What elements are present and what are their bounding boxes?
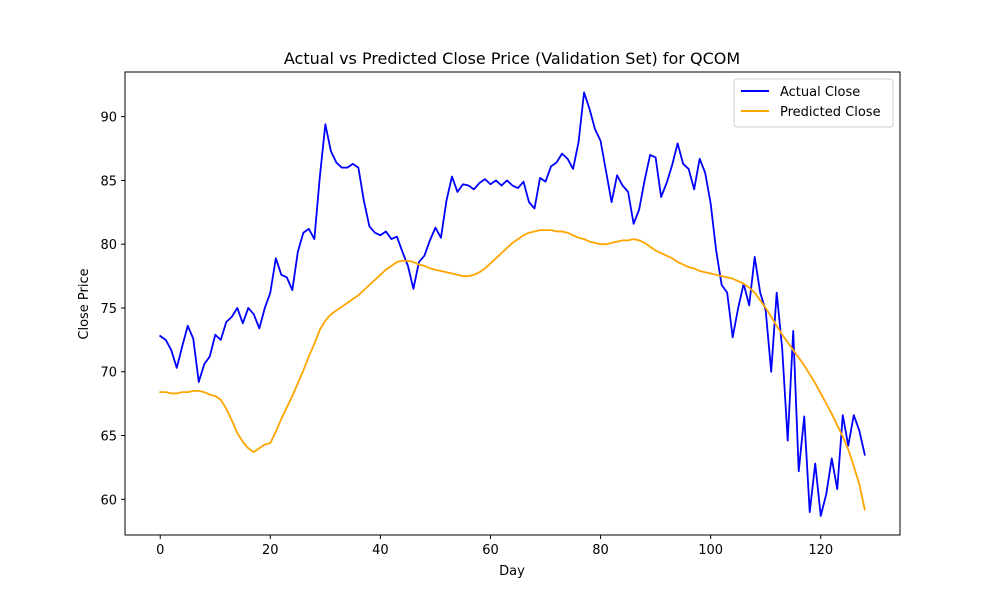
- y-tick-label: 65: [100, 430, 117, 445]
- plot-area: [124, 71, 901, 536]
- legend: Actual Close Predicted Close: [733, 78, 894, 128]
- y-tick-label: 85: [100, 174, 117, 189]
- x-tick-label: 120: [808, 543, 833, 558]
- x-axis: 0 20 40 60 80 100 120: [156, 535, 833, 558]
- x-tick-label: 60: [482, 543, 499, 558]
- legend-box: [733, 78, 894, 128]
- chart-title: Actual vs Predicted Close Price (Validat…: [284, 49, 740, 68]
- y-tick-label: 70: [100, 366, 117, 381]
- y-tick-label: 60: [100, 493, 117, 508]
- legend-label-predicted: Predicted Close: [780, 105, 881, 120]
- y-axis-label: Close Price: [77, 268, 92, 339]
- x-axis-label: Day: [499, 564, 525, 579]
- y-tick-label: 80: [100, 238, 117, 253]
- legend-label-actual: Actual Close: [780, 85, 860, 100]
- series-layer: [158, 91, 866, 517]
- x-tick-label: 0: [156, 543, 164, 558]
- plot-frame: [124, 71, 901, 536]
- y-tick-label: 90: [100, 111, 117, 126]
- x-tick-label: 100: [698, 543, 723, 558]
- x-tick-label: 40: [372, 543, 389, 558]
- x-tick-label: 80: [592, 543, 609, 558]
- x-tick-label: 20: [262, 543, 279, 558]
- y-tick-label: 75: [100, 302, 117, 317]
- series-line-actual-close: [158, 91, 866, 517]
- series-line-predicted-close: [159, 229, 866, 511]
- y-axis: 60 65 70 75 80 85 90: [100, 111, 125, 508]
